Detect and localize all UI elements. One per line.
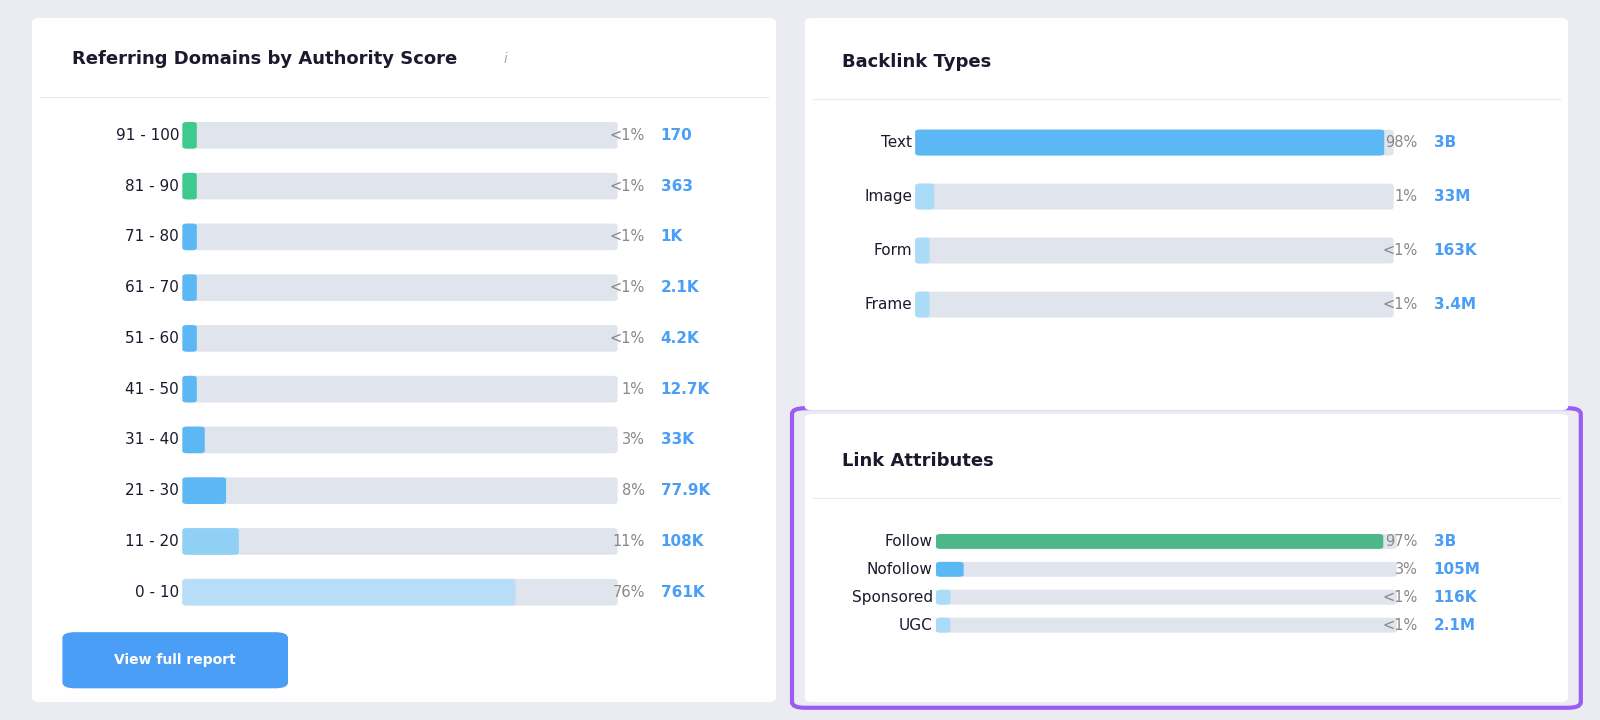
Text: <1%: <1% [610,179,645,194]
Text: 11 - 20: 11 - 20 [125,534,179,549]
Text: i: i [504,52,507,66]
Text: 81 - 90: 81 - 90 [125,179,179,194]
Text: 3B: 3B [1434,534,1456,549]
FancyBboxPatch shape [915,184,934,210]
Text: 71 - 80: 71 - 80 [125,230,179,244]
Text: 3.4M: 3.4M [1434,297,1475,312]
Text: 170: 170 [661,128,693,143]
Text: 33M: 33M [1434,189,1470,204]
Text: 3%: 3% [622,433,645,447]
FancyBboxPatch shape [182,325,618,352]
Text: <1%: <1% [610,331,645,346]
Text: 21 - 30: 21 - 30 [125,483,179,498]
FancyBboxPatch shape [182,376,618,402]
Text: 2.1M: 2.1M [1434,618,1475,633]
Text: View full report: View full report [114,653,237,667]
FancyBboxPatch shape [936,590,950,605]
FancyBboxPatch shape [182,579,618,606]
FancyBboxPatch shape [182,528,238,555]
FancyBboxPatch shape [936,534,1397,549]
Text: 1K: 1K [661,230,683,244]
Text: 108K: 108K [661,534,704,549]
Text: Link Attributes: Link Attributes [842,452,994,469]
Text: <1%: <1% [1382,243,1418,258]
Text: 91 - 100: 91 - 100 [115,128,179,143]
FancyBboxPatch shape [182,274,197,301]
FancyBboxPatch shape [915,292,930,318]
FancyBboxPatch shape [915,130,1394,156]
FancyBboxPatch shape [182,528,618,555]
Text: 51 - 60: 51 - 60 [125,331,179,346]
Text: 4.2K: 4.2K [661,331,699,346]
Text: <1%: <1% [610,280,645,295]
FancyBboxPatch shape [182,579,515,606]
Text: 41 - 50: 41 - 50 [125,382,179,397]
FancyBboxPatch shape [182,122,197,149]
FancyBboxPatch shape [936,534,1384,549]
FancyBboxPatch shape [805,414,1568,702]
FancyBboxPatch shape [182,173,618,199]
FancyBboxPatch shape [182,274,618,301]
FancyBboxPatch shape [915,238,1394,264]
Text: 163K: 163K [1434,243,1477,258]
Text: 77.9K: 77.9K [661,483,710,498]
Text: <1%: <1% [1382,590,1418,605]
Text: <1%: <1% [1382,297,1418,312]
FancyBboxPatch shape [32,18,776,702]
Text: Sponsored: Sponsored [851,590,933,605]
Text: 116K: 116K [1434,590,1477,605]
FancyBboxPatch shape [805,18,1568,410]
Text: Follow: Follow [885,534,933,549]
Text: Form: Form [874,243,912,258]
FancyBboxPatch shape [915,292,1394,318]
Text: <1%: <1% [1382,618,1418,633]
Text: 3%: 3% [1395,562,1418,577]
Text: Nofollow: Nofollow [867,562,933,577]
Text: 33K: 33K [661,433,694,447]
FancyBboxPatch shape [936,562,963,577]
Text: 3B: 3B [1434,135,1456,150]
Text: 1%: 1% [1395,189,1418,204]
Text: <1%: <1% [610,230,645,244]
FancyBboxPatch shape [915,130,1384,156]
FancyBboxPatch shape [182,223,197,251]
Text: 97%: 97% [1386,534,1418,549]
FancyBboxPatch shape [936,618,1397,633]
Text: Image: Image [864,189,912,204]
Text: 1%: 1% [622,382,645,397]
FancyBboxPatch shape [182,426,205,454]
FancyBboxPatch shape [936,618,950,633]
Text: 61 - 70: 61 - 70 [125,280,179,295]
Text: Frame: Frame [864,297,912,312]
Text: 761K: 761K [661,585,704,600]
FancyBboxPatch shape [936,590,1397,605]
Text: 31 - 40: 31 - 40 [125,433,179,447]
Text: Backlink Types: Backlink Types [842,53,990,71]
Text: 2.1K: 2.1K [661,280,699,295]
Text: 105M: 105M [1434,562,1480,577]
FancyBboxPatch shape [182,426,618,454]
FancyBboxPatch shape [182,477,226,504]
FancyBboxPatch shape [182,376,197,402]
FancyBboxPatch shape [182,223,618,251]
FancyBboxPatch shape [915,238,930,264]
FancyBboxPatch shape [936,562,1397,577]
Text: Referring Domains by Authority Score: Referring Domains by Authority Score [72,50,458,68]
FancyBboxPatch shape [182,173,197,199]
Text: <1%: <1% [610,128,645,143]
Text: 363: 363 [661,179,693,194]
Text: 12.7K: 12.7K [661,382,710,397]
Text: 76%: 76% [613,585,645,600]
FancyBboxPatch shape [182,325,197,352]
Text: Text: Text [882,135,912,150]
Text: 8%: 8% [622,483,645,498]
Text: 0 - 10: 0 - 10 [134,585,179,600]
Text: 98%: 98% [1386,135,1418,150]
FancyBboxPatch shape [915,184,1394,210]
FancyBboxPatch shape [62,632,288,688]
Text: 11%: 11% [613,534,645,549]
Text: UGC: UGC [899,618,933,633]
FancyBboxPatch shape [182,122,618,149]
FancyBboxPatch shape [182,477,618,504]
